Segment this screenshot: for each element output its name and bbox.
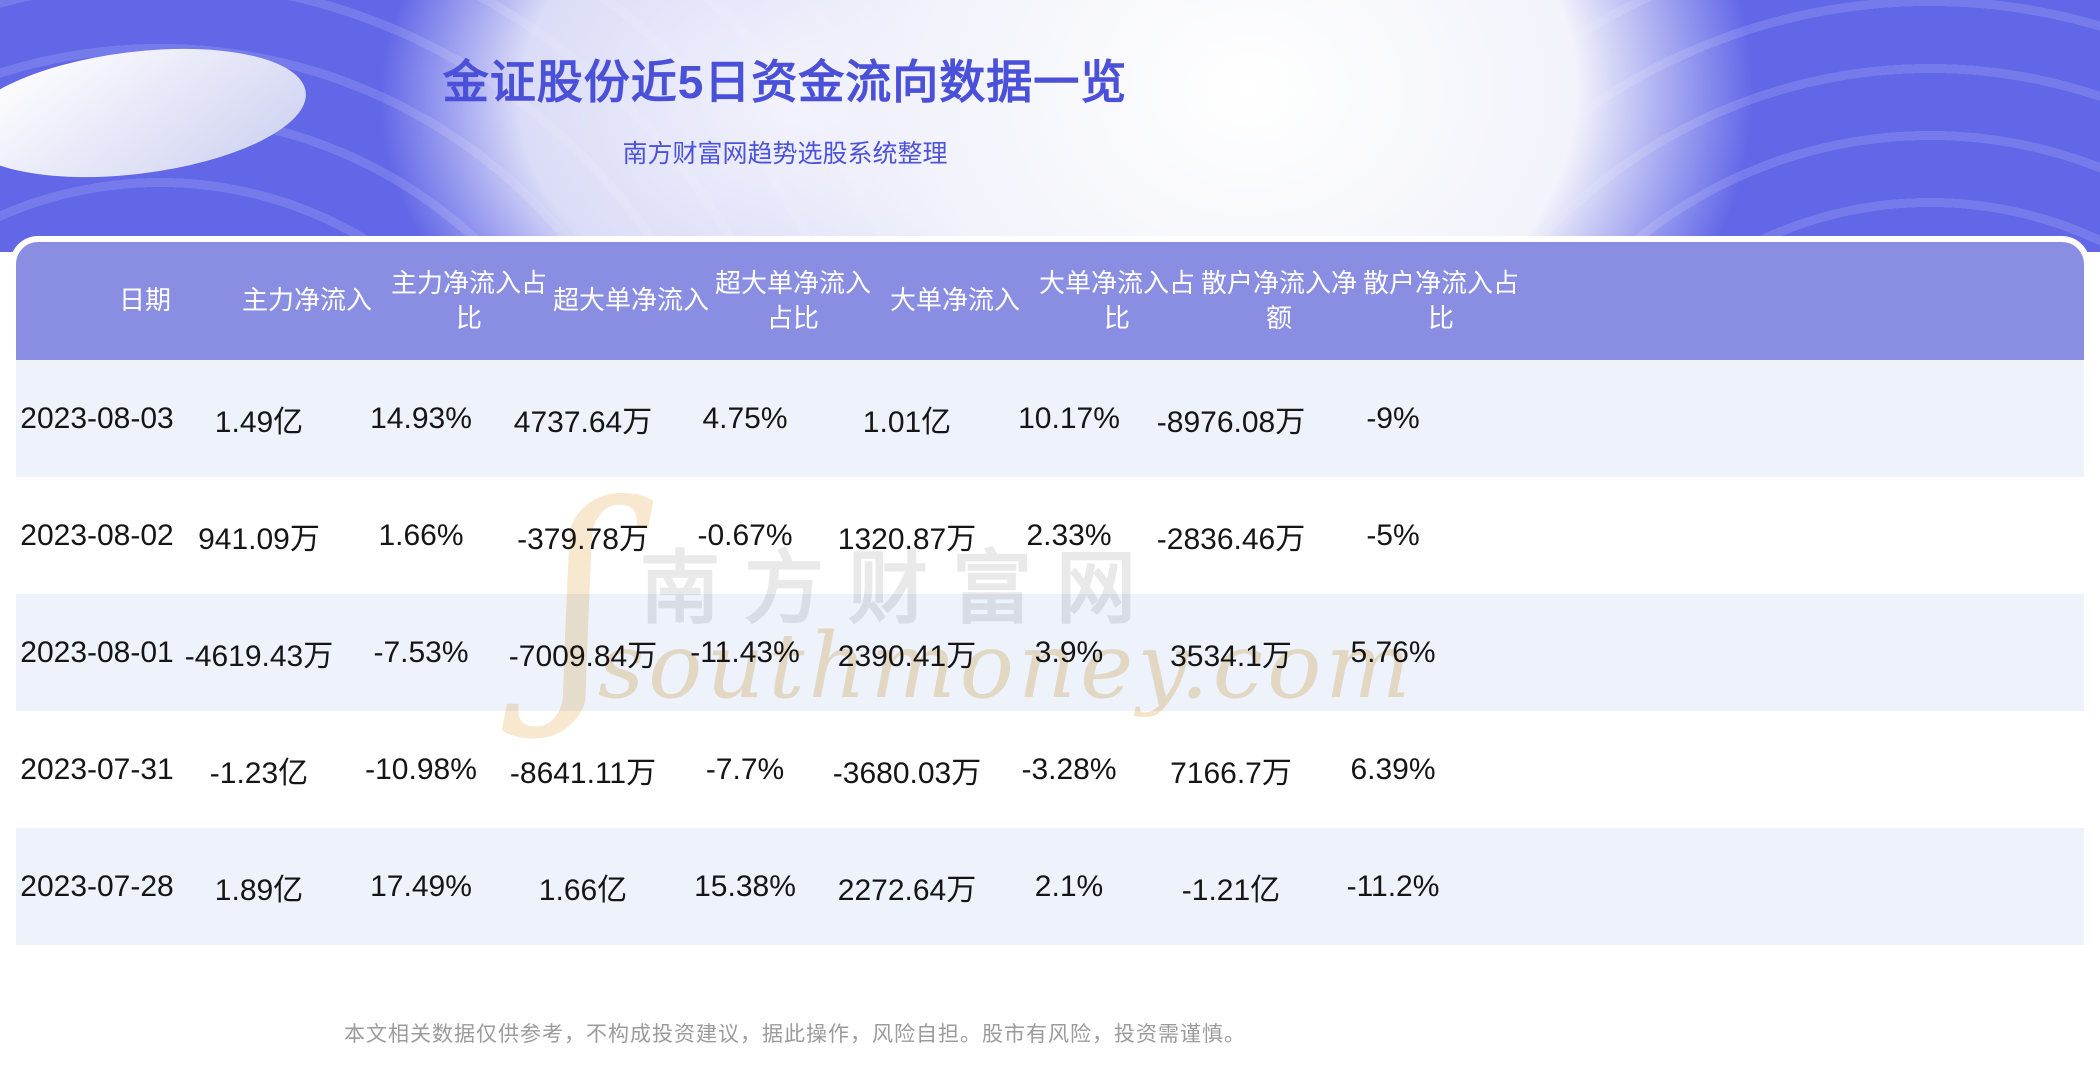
value-cell: 1.66亿 <box>538 873 628 907</box>
value-cell: 10.17% <box>1018 401 1120 435</box>
value-cell: 2.33% <box>1026 518 1112 552</box>
value-cell: -9% <box>1366 401 1420 435</box>
value-cell: 2390.41万 <box>837 639 977 673</box>
value-cell: 4.75% <box>702 401 788 435</box>
value-cell: 3534.1万 <box>1170 639 1292 673</box>
value-cell: -3.28% <box>1021 752 1117 786</box>
column-header-9: 散户净流入占比 <box>1362 267 1519 333</box>
value-cell: -0.67% <box>697 518 793 552</box>
column-header-2: 主力净流入 <box>241 285 372 316</box>
value-cell: 15.38% <box>694 869 796 903</box>
value-cell: 941.09万 <box>198 522 320 556</box>
value-cell: -1.23亿 <box>209 756 309 790</box>
table-row: 2023-08-01 -4619.43万 -7.53% -7009.84万 -11.43… <box>16 594 2084 711</box>
value-cell: 5.76% <box>1350 635 1436 669</box>
value-cell: 1.89亿 <box>214 873 304 907</box>
column-header-4: 超大单净流入 <box>552 285 709 316</box>
value-cell: -8641.11万 <box>509 756 657 790</box>
value-cell: 17.49% <box>370 869 472 903</box>
column-header-3: 主力净流入占比 <box>390 267 547 333</box>
page-title: 金证股份近5日资金流向数据一览 <box>442 56 1128 108</box>
table-row: 2023-08-02 941.09万 1.66% -379.78万 -0.67% 1320… <box>16 477 2084 594</box>
value-cell: -379.78万 <box>517 522 649 556</box>
table-body: 2023-08-03 1.49亿 14.93% 4737.64万 4.75% 1.01亿 1… <box>16 360 2084 945</box>
value-cell: 7166.7万 <box>1170 756 1292 790</box>
value-cell: 2.1% <box>1034 869 1104 903</box>
value-cell: -3680.03万 <box>832 756 982 790</box>
data-card: 日期 主力净流入 主力净流入占比 超大单净流入 超大单净流入占比 大单净流入 大单净流入占比… <box>10 236 2090 1089</box>
value-cell: -10.98% <box>365 752 477 786</box>
column-header-6: 大单净流入 <box>889 285 1020 316</box>
value-cell: -7.53% <box>373 635 469 669</box>
banner: 金证股份近5日资金流向数据一览 南方财富网趋势选股系统整理 <box>0 0 2100 252</box>
date-cell: 2023-07-28 <box>20 869 174 903</box>
value-cell: 2272.64万 <box>837 873 977 907</box>
date-cell: 2023-07-31 <box>20 752 174 786</box>
column-header-7: 大单净流入占比 <box>1038 267 1195 333</box>
value-cell: 1.01亿 <box>862 405 952 439</box>
banner-text: 金证股份近5日资金流向数据一览 南方财富网趋势选股系统整理 <box>0 0 1570 170</box>
value-cell: 1.49亿 <box>214 405 304 439</box>
disclaimer-text: 本文相关数据仅供参考，不构成投资建议，据此操作，风险自担。股市有风险，投资需谨慎… <box>344 1023 1246 1046</box>
column-header-1: 日期 <box>118 285 171 316</box>
date-cell: 2023-08-03 <box>20 401 174 435</box>
value-cell: -7.7% <box>705 752 785 786</box>
value-cell: 1320.87万 <box>837 522 977 556</box>
value-cell: 4737.64万 <box>513 405 653 439</box>
value-cell: -7009.84万 <box>508 639 658 673</box>
table-header-row: 日期 主力净流入 主力净流入占比 超大单净流入 超大单净流入占比 大单净流入 大单净流入占比… <box>16 242 2084 360</box>
value-cell: -11.43% <box>690 635 800 669</box>
center-glow <box>0 0 2100 252</box>
column-header-5: 超大单净流入占比 <box>714 267 871 333</box>
value-cell: -5% <box>1366 518 1420 552</box>
value-cell: 6.39% <box>1350 752 1436 786</box>
column-header-8: 散户净流入净额 <box>1200 267 1357 333</box>
value-cell: -2836.46万 <box>1156 522 1306 556</box>
table-row: 2023-07-28 1.89亿 17.49% 1.66亿 15.38% 2272.64万… <box>16 828 2084 945</box>
value-cell: 14.93% <box>370 401 472 435</box>
value-cell: 1.66% <box>378 518 464 552</box>
date-cell: 2023-08-02 <box>20 518 174 552</box>
value-cell: -11.2% <box>1346 869 1440 903</box>
page-subtitle: 南方财富网趋势选股系统整理 <box>622 140 948 168</box>
value-cell: -4619.43万 <box>184 639 334 673</box>
table-row: 2023-08-03 1.49亿 14.93% 4737.64万 4.75% 1.01亿 1… <box>16 360 2084 477</box>
value-cell: 3.9% <box>1034 635 1104 669</box>
value-cell: -1.21亿 <box>1181 873 1281 907</box>
table-row: 2023-07-31 -1.23亿 -10.98% -8641.11万 -7.7% -36… <box>16 711 2084 828</box>
value-cell: -8976.08万 <box>1156 405 1306 439</box>
date-cell: 2023-08-01 <box>20 635 174 669</box>
